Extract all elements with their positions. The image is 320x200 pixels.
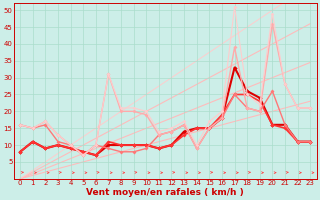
X-axis label: Vent moyen/en rafales ( km/h ): Vent moyen/en rafales ( km/h ) (86, 188, 244, 197)
